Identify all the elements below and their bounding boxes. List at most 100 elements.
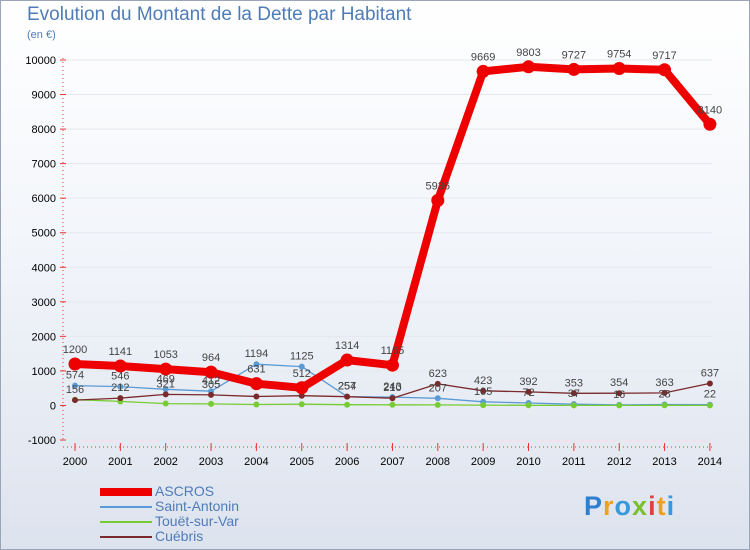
data-label: 964 [202,352,220,364]
data-point [522,60,535,74]
x-tick-label: 2001 [108,456,132,468]
data-point [567,62,581,76]
data-point [434,395,441,402]
x-tick-label: 2012 [607,456,631,468]
data-label: 354 [610,377,628,389]
data-point [570,402,577,409]
data-label: 257 [338,381,356,393]
logo-letter: i [666,491,676,521]
x-tick-label: 2009 [471,456,495,468]
data-point [706,380,713,387]
logo-letter: t [656,491,667,521]
logo-letter: x [632,491,649,521]
data-point [434,380,441,387]
data-point [661,402,668,409]
chart-title: Evolution du Montant de la Dette par Hab… [27,4,412,25]
data-label: 1314 [335,340,359,352]
series-ascros [68,60,717,395]
data-label: 1165 [381,345,405,357]
data-point [295,381,309,395]
logo-letter: i [648,491,657,521]
logo-letter: P [584,491,604,521]
y-axis: -1000 0 1000 2000 3000 4000 5000 6000 7000 8000 90… [25,55,66,447]
data-label: 321 [157,378,175,390]
legend-swatch [100,506,152,508]
data-point [476,64,490,78]
data-point [525,388,532,395]
data-point [525,402,532,409]
data-point [72,382,78,389]
x-tick-label: 2000 [63,456,87,468]
data-label: 637 [701,367,719,379]
data-label: 105 [474,386,492,398]
data-label: 1200 [63,344,87,356]
y-tick-label: 4000 [32,262,56,274]
data-label: 1053 [153,349,177,361]
data-point [117,383,124,390]
data-label: 469 [157,373,175,385]
data-label: 546 [111,371,129,383]
unit-label: (en €) [27,29,56,41]
data-label: 212 [111,382,129,394]
data-label: 363 [655,377,673,389]
x-tick-label: 2003 [199,456,223,468]
x-tick-label: 2002 [153,456,177,468]
data-label: 16 [613,389,625,401]
data-point [431,193,445,207]
data-point [658,63,672,77]
x-tick-label: 2006 [335,456,359,468]
y-tick-label: -1000 [28,435,56,447]
x-tick-label: 2004 [244,456,268,468]
x-axis: 2000 2001 2002 2003 2004 2005 2006 2007 2008 2009… [63,443,722,468]
data-point [344,393,351,400]
data-point [204,365,218,379]
x-tick-label: 2008 [426,456,450,468]
data-point [68,357,82,371]
data-point [480,387,487,394]
data-label: 631 [247,364,265,376]
legend-label: Touët-sur-Var [155,513,239,529]
data-point [661,389,668,396]
data-point [298,401,305,408]
data-point [434,401,441,408]
data-labels: 1200 1141 1053 964 631 512 1314 1165 5936 9669 980… [63,47,722,401]
data-point [703,117,717,131]
data-point [344,401,351,408]
data-point [612,61,626,75]
data-point [706,402,713,409]
x-tick-label: 2014 [698,456,722,468]
data-point [570,390,577,397]
data-label: 1141 [109,346,133,358]
proxiti-logo: Proxiti [584,491,675,522]
data-point [340,353,354,367]
data-point [72,397,78,404]
x-tick-label: 2011 [562,456,586,468]
data-point [162,386,169,393]
y-tick-label: 2000 [32,331,56,343]
logo-letter: r [603,491,615,521]
data-point [616,402,623,409]
data-point [113,359,127,373]
data-point [159,362,173,376]
x-tick-label: 2005 [290,456,314,468]
data-point [208,391,215,398]
data-label: 9754 [607,48,631,60]
data-point [253,401,260,408]
y-tick-label: 8000 [32,124,56,136]
data-label: 5936 [426,180,450,192]
data-label: 305 [202,379,220,391]
y-tick-label: 3000 [32,297,56,309]
data-label: 243 [383,381,401,393]
data-point [389,395,396,402]
series-layer [68,60,717,409]
data-label: 28 [658,388,670,400]
data-label: 37 [568,388,580,400]
data-label: 72 [522,387,534,399]
data-label: 1194 [245,348,269,360]
data-point [162,400,169,407]
grid [63,59,712,441]
legend-swatch [100,488,152,496]
data-label: 210 [383,382,401,394]
data-label: 423 [474,375,492,387]
